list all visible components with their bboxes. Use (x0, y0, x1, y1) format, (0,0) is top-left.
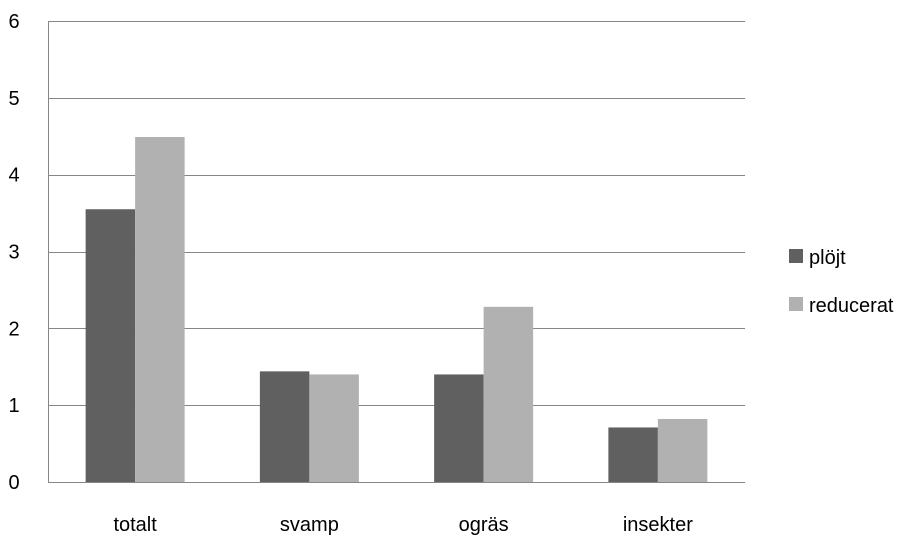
x-tick-label: ogräs (459, 514, 509, 536)
legend-swatch-plöjt (789, 249, 803, 263)
bar-plöjt-svamp (259, 371, 310, 482)
y-tick-labels: 0 1 2 3 4 5 6 (8, 11, 19, 494)
x-tick-label: totalt (113, 514, 157, 536)
legend-swatch-reducerat (789, 297, 803, 311)
legend: plöjt reducerat (789, 247, 894, 317)
bars (85, 137, 708, 483)
bar-reducerat-ogräs (483, 306, 534, 482)
bar-reducerat-insekter (657, 418, 708, 482)
bar-reducerat-svamp (309, 374, 359, 482)
bar-plöjt-insekter (608, 427, 658, 482)
x-tick-label: svamp (280, 514, 339, 536)
bar-plöjt-ogräs (434, 374, 484, 482)
y-tick-label: 3 (8, 242, 19, 264)
legend-label: plöjt (809, 247, 846, 269)
axes (48, 21, 745, 483)
y-tick-label: 4 (8, 165, 19, 187)
bar-plöjt-totalt (85, 209, 136, 482)
y-tick-label: 2 (8, 318, 19, 340)
x-tick-labels: totalt svamp ogräs insekter (113, 514, 693, 536)
bar-reducerat-totalt (135, 137, 185, 483)
y-tick-label: 6 (8, 11, 19, 33)
legend-label: reducerat (809, 295, 894, 317)
x-tick-label: insekter (623, 514, 693, 536)
y-tick-label: 5 (8, 88, 19, 110)
y-tick-label: 0 (8, 472, 19, 494)
y-tick-label: 1 (8, 395, 19, 417)
